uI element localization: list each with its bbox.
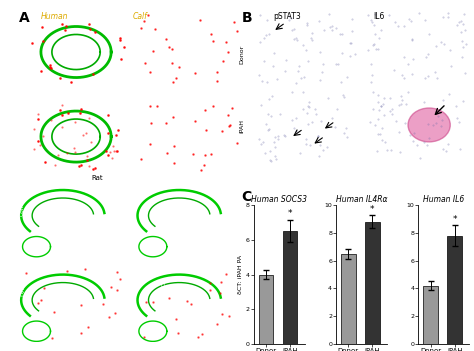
Text: Human: Human	[41, 12, 68, 21]
Text: *: *	[453, 214, 457, 224]
Text: Control: Control	[19, 33, 25, 54]
Title: Human IL6: Human IL6	[423, 195, 465, 204]
Text: IL6: IL6	[374, 12, 385, 21]
Bar	[283, 231, 298, 344]
Text: *: *	[370, 205, 375, 214]
Text: pSTAT3: pSTAT3	[273, 12, 301, 21]
Text: Hypoxic: Hypoxic	[19, 272, 25, 296]
Text: B: B	[242, 11, 252, 25]
Text: C: C	[242, 190, 252, 204]
Title: Human IL4Rα: Human IL4Rα	[336, 195, 387, 204]
Text: Control: Control	[19, 195, 25, 216]
Text: A: A	[19, 11, 30, 25]
Text: Rat: Rat	[91, 175, 103, 181]
Text: Calf: Calf	[132, 12, 147, 21]
Text: iPAH: iPAH	[239, 119, 244, 133]
Text: iPAH: iPAH	[19, 118, 25, 131]
Bar	[341, 254, 356, 344]
Bar	[365, 222, 380, 344]
Bar	[423, 286, 438, 344]
Bar	[447, 236, 462, 344]
Text: MCT: MCT	[161, 278, 166, 291]
Text: *: *	[288, 209, 292, 218]
Y-axis label: δCT: iPAH PA: δCT: iPAH PA	[238, 255, 243, 294]
Title: Human SOCS3: Human SOCS3	[251, 195, 307, 204]
Text: Donor: Donor	[239, 45, 244, 64]
Ellipse shape	[408, 108, 450, 142]
Bar	[259, 274, 273, 344]
